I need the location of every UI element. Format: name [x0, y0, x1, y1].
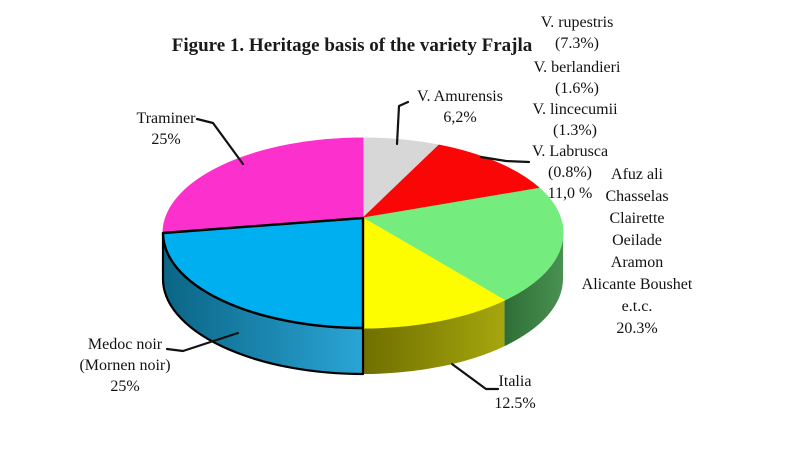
pie-side-2 — [504, 233, 563, 347]
label-variety-group: Afuz ali Chasselas Clairette Oeilade Ara… — [582, 164, 693, 340]
label-line: Chasselas — [605, 188, 669, 205]
callout-line-traminer — [195, 117, 245, 166]
label-line: 11,0 % — [547, 185, 593, 202]
label-medoc-noir: Medoc noir (Mornen noir) 25% — [79, 334, 170, 397]
label-line: 6,2% — [443, 109, 477, 126]
pie-slice-3 — [362, 217, 505, 329]
label-line: Afuz ali — [611, 166, 663, 183]
callout-line-labrusca — [479, 155, 531, 164]
pie-slice-4 — [161, 216, 365, 330]
label-line: Oeilade — [612, 232, 662, 249]
pie-side-3 — [363, 300, 505, 374]
label-line: e.t.c. — [621, 298, 653, 315]
label-line: Medoc noir — [87, 336, 163, 353]
pie-slice-2 — [362, 187, 564, 301]
label-line: (1.6%) — [555, 80, 599, 97]
label-line: V. Labrusca — [531, 143, 609, 160]
label-line: 25% — [110, 378, 140, 395]
label-line: V. rupestris — [540, 14, 614, 31]
label-line: (Mornen noir) — [79, 357, 171, 374]
callout-line-medoc — [165, 331, 240, 353]
label-italia: Italia 12.5% — [494, 371, 535, 415]
label-line: (0.8%) — [548, 164, 592, 181]
label-v-amurensis: V. Amurensis 6,2% — [417, 86, 503, 128]
label-line: Italia — [498, 373, 532, 390]
callout-lines-group — [165, 100, 531, 391]
pie-slice-5 — [162, 137, 364, 234]
label-line: Traminer — [136, 110, 196, 127]
label-line: 20.3% — [616, 320, 658, 337]
pie-3d-group — [161, 137, 564, 376]
label-line: (7.3%) — [555, 35, 599, 52]
label-line: Alicante Boushet — [581, 276, 693, 293]
figure-title: Figure 1. Heritage basis of the variety … — [171, 35, 533, 56]
label-v-berlandieri: V. berlandieri (1.6%) — [534, 57, 621, 99]
label-traminer: Traminer 25% — [137, 108, 196, 150]
label-line: V. berlandieri — [533, 59, 621, 76]
label-v-lincecumii: V. lincecumii (1.3%) — [532, 99, 617, 141]
label-line: (1.3%) — [553, 122, 597, 139]
label-line: V. Amurensis — [417, 88, 503, 105]
label-v-rupestris: V. rupestris (7.3%) — [541, 12, 614, 54]
label-line: Clairette — [609, 210, 665, 227]
label-v-labrusca: V. Labrusca (0.8%) 11,0 % — [532, 141, 608, 204]
pie-slice-1 — [362, 144, 540, 219]
label-line: V. lincecumii — [532, 101, 618, 118]
callout-line-italia — [450, 362, 500, 391]
label-line: 12.5% — [494, 395, 536, 412]
callout-line-amurensis — [395, 100, 410, 146]
label-line: 25% — [151, 131, 181, 148]
label-line: Aramon — [610, 254, 664, 271]
